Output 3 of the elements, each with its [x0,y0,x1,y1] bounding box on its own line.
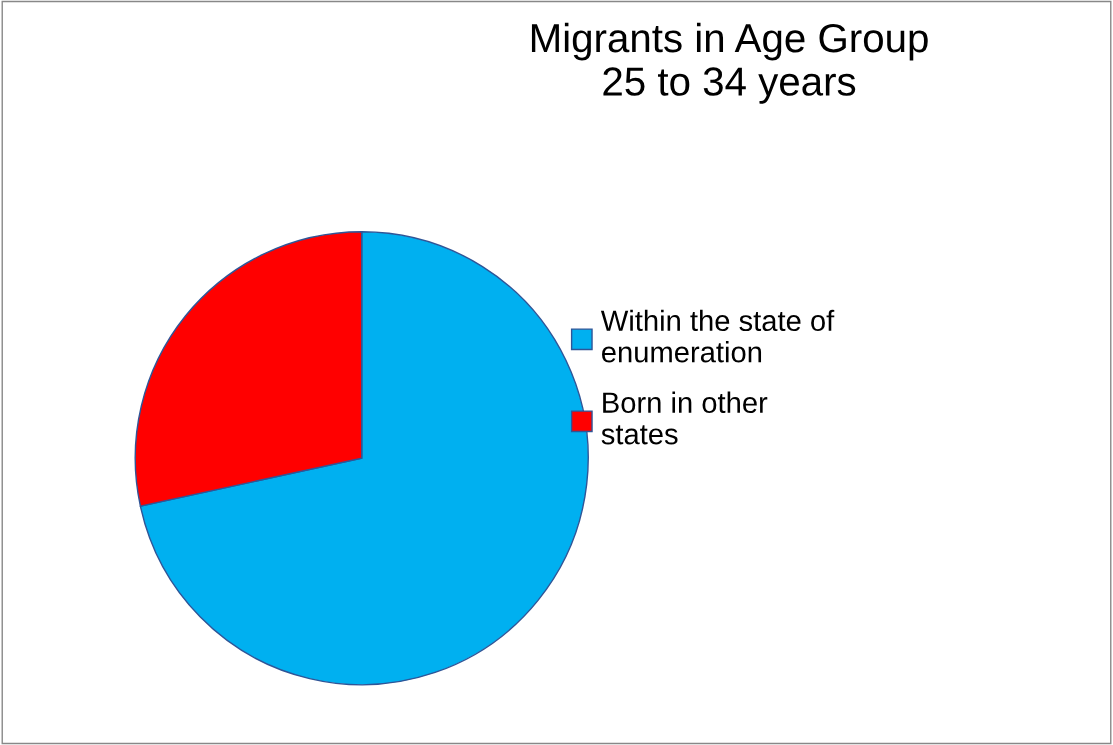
legend-label: Within the state of enumeration [600,309,835,363]
legend-label: Born in other states [601,391,768,445]
chart-title: Migrants in Age Group 25 to 34 years [531,22,928,104]
